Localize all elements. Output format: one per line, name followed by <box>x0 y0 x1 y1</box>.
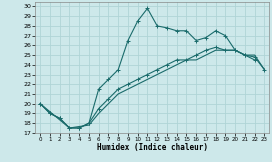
X-axis label: Humidex (Indice chaleur): Humidex (Indice chaleur) <box>97 143 208 152</box>
